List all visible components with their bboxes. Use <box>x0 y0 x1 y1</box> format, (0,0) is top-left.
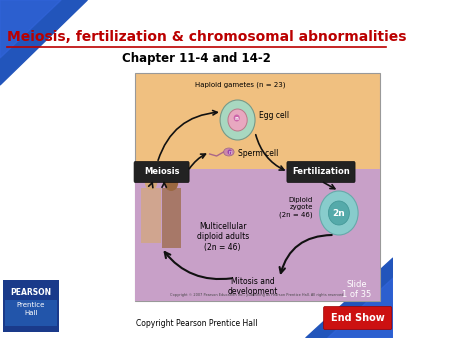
Circle shape <box>234 115 240 121</box>
Text: Fertilization: Fertilization <box>292 168 350 176</box>
Text: End Show: End Show <box>331 313 385 323</box>
Text: 2n: 2n <box>333 210 345 218</box>
Polygon shape <box>306 258 393 338</box>
Text: Copyright Pearson Prentice Hall: Copyright Pearson Prentice Hall <box>136 319 257 328</box>
Text: 1 of 35: 1 of 35 <box>342 290 371 299</box>
Bar <box>141 188 161 243</box>
Text: n: n <box>235 116 238 121</box>
Circle shape <box>145 176 157 190</box>
FancyBboxPatch shape <box>324 307 392 330</box>
FancyBboxPatch shape <box>134 162 189 183</box>
FancyBboxPatch shape <box>287 162 355 183</box>
Circle shape <box>228 149 232 154</box>
Text: Haploid gametes (n = 23): Haploid gametes (n = 23) <box>195 82 285 89</box>
Bar <box>5 300 57 326</box>
Circle shape <box>220 100 255 140</box>
Polygon shape <box>0 0 61 58</box>
Bar <box>162 188 181 248</box>
Text: Diploid
zygote
(2n = 46): Diploid zygote (2n = 46) <box>279 197 313 217</box>
Ellipse shape <box>224 148 234 156</box>
Text: Slide: Slide <box>346 280 367 289</box>
Circle shape <box>328 201 349 225</box>
Bar <box>135 169 380 301</box>
Text: Meiosis, fertilization & chromosomal abnormalities: Meiosis, fertilization & chromosomal abn… <box>7 30 406 44</box>
Text: Egg cell: Egg cell <box>259 112 288 121</box>
Text: Prentice
Hall: Prentice Hall <box>17 302 45 316</box>
Bar <box>135 73 380 301</box>
Polygon shape <box>328 278 393 338</box>
Text: Sperm cell: Sperm cell <box>238 149 278 159</box>
Text: Copyright © 2007 Pearson Education Inc., publishing as Pearson Prentice Hall. Al: Copyright © 2007 Pearson Education Inc.,… <box>171 293 345 297</box>
Text: Chapter 11-4 and 14-2: Chapter 11-4 and 14-2 <box>122 52 271 65</box>
Circle shape <box>228 109 247 131</box>
Text: Meiosis: Meiosis <box>144 168 180 176</box>
Polygon shape <box>0 0 87 85</box>
Text: n: n <box>228 149 231 154</box>
Text: PEARSON: PEARSON <box>10 288 52 297</box>
Text: Mitosis and
development: Mitosis and development <box>228 277 279 296</box>
Bar <box>3 280 59 332</box>
Text: Multicellular
diploid adults
(2n = 46): Multicellular diploid adults (2n = 46) <box>197 222 249 252</box>
Circle shape <box>164 175 178 191</box>
Circle shape <box>320 191 358 235</box>
